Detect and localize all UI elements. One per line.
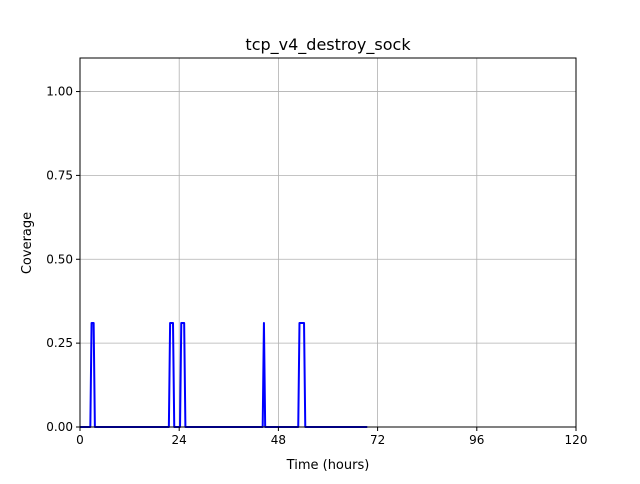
y-tick-label: 0.00 xyxy=(46,420,73,434)
series-line xyxy=(80,322,368,428)
chart-title: tcp_v4_destroy_sock xyxy=(245,35,411,55)
x-tick-label: 72 xyxy=(370,433,385,447)
y-tick-label: 0.25 xyxy=(46,336,73,350)
y-axis-ticks: 0.00 0.25 0.50 0.75 1.00 xyxy=(46,85,80,434)
x-tick-label: 48 xyxy=(271,433,286,447)
x-tick-label: 120 xyxy=(565,433,588,447)
x-tick-label: 96 xyxy=(469,433,484,447)
x-axis-label: Time (hours) xyxy=(286,458,370,473)
y-tick-label: 0.50 xyxy=(46,252,73,266)
y-tick-label: 1.00 xyxy=(46,85,73,99)
y-tick-label: 0.75 xyxy=(46,168,73,182)
x-axis-ticks: 0 24 48 72 96 120 xyxy=(76,427,587,447)
y-axis-label: Coverage xyxy=(20,212,35,274)
x-tick-label: 0 xyxy=(76,433,84,447)
series-layer xyxy=(80,322,368,428)
plot-frame xyxy=(79,57,577,428)
x-tick-label: 24 xyxy=(172,433,187,447)
